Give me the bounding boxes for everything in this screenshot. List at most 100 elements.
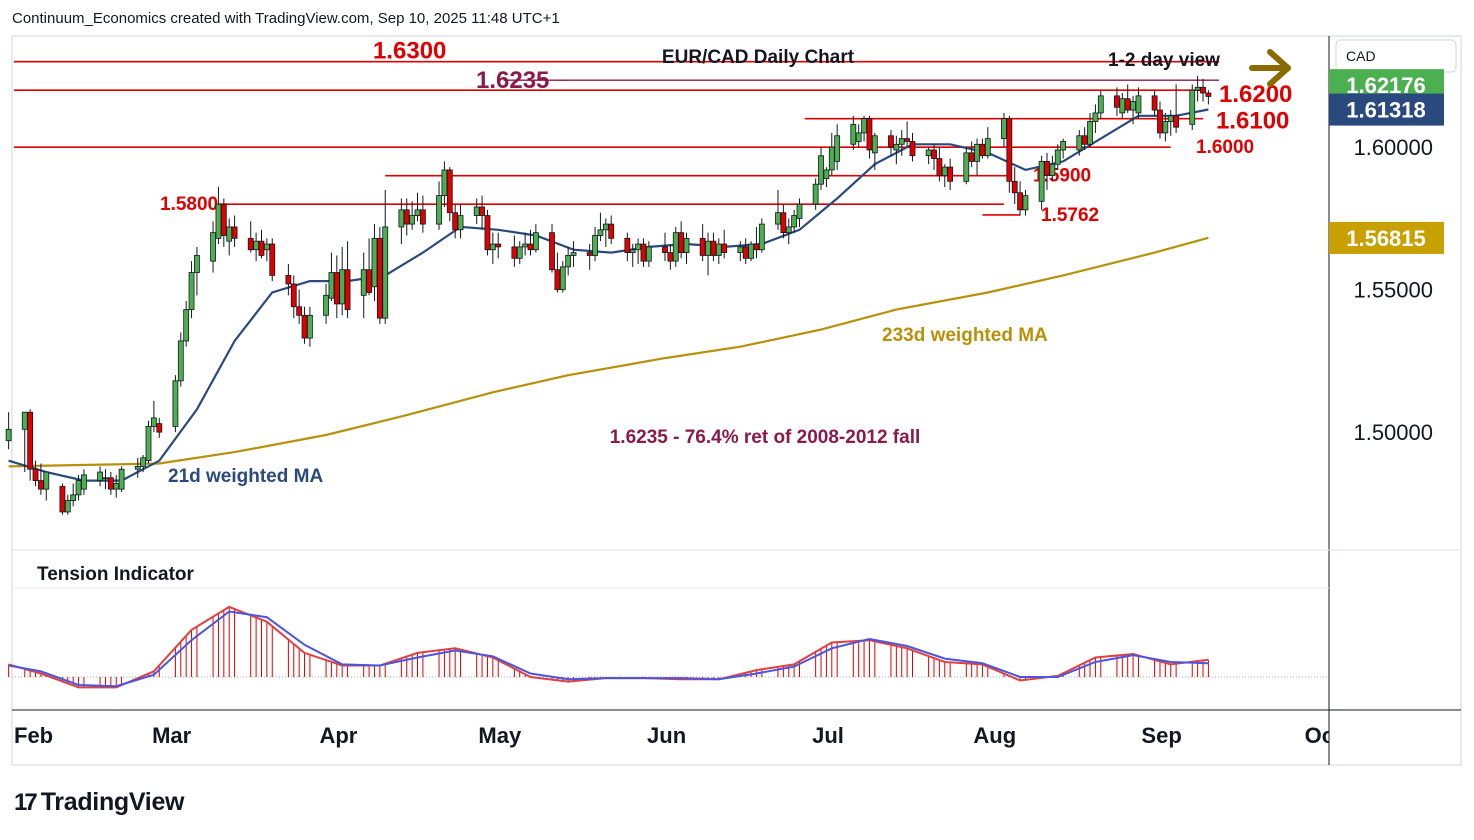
- candle-body-up: [597, 229, 604, 236]
- price-badge: 1.56815: [1329, 221, 1444, 254]
- candle-body-up: [522, 243, 529, 248]
- candle: [559, 261, 566, 293]
- candle: [473, 198, 480, 225]
- price-badge-label: 1.61318: [1346, 98, 1426, 123]
- candle-body-down: [269, 243, 276, 276]
- ma233-line: [8, 236, 1209, 468]
- candle-body-up: [758, 223, 765, 251]
- candle: [489, 232, 496, 264]
- candle-body-down: [290, 283, 297, 308]
- candle-body-down: [979, 143, 986, 157]
- candle-body-down: [624, 237, 631, 254]
- candle-body-up: [150, 417, 157, 427]
- candle-body-up: [70, 494, 77, 501]
- candle-body-up: [974, 143, 980, 162]
- candle-body-up: [737, 246, 744, 253]
- candle: [409, 201, 416, 230]
- candle-body-up: [818, 155, 824, 185]
- candle-body-down: [220, 203, 227, 236]
- candle: [984, 127, 991, 159]
- candle-body-down: [285, 274, 292, 285]
- candle: [64, 494, 71, 515]
- candle: [1135, 87, 1142, 119]
- candle: [1151, 90, 1158, 116]
- candle-body-up: [871, 135, 878, 154]
- arrow-right-icon: [1249, 49, 1291, 87]
- candle: [968, 141, 975, 168]
- candle-body-up: [489, 243, 496, 251]
- x-tick-label: Jun: [647, 723, 686, 748]
- candle-body-down: [1205, 92, 1212, 97]
- x-tick-label: Aug: [973, 723, 1016, 748]
- candle-body-up: [81, 474, 87, 490]
- candle-body-up: [812, 183, 819, 205]
- candle-body-up: [360, 269, 367, 296]
- chart-title: EUR/CAD Daily Chart: [662, 47, 855, 68]
- candle-body-up: [925, 149, 932, 157]
- candle-body-up: [134, 465, 141, 470]
- candle: [818, 147, 824, 190]
- candle: [909, 132, 916, 162]
- candle: [812, 178, 819, 210]
- candle-body-down: [27, 411, 34, 470]
- currency-box: CAD: [1335, 39, 1457, 73]
- candle: [662, 232, 668, 262]
- candle: [522, 232, 529, 256]
- candle: [1006, 115, 1013, 193]
- candle: [925, 147, 932, 165]
- candle: [339, 246, 346, 316]
- candle-body-up: [102, 477, 109, 480]
- tradingview-logo[interactable]: 17 TradingView: [14, 788, 185, 817]
- candle-body-down: [333, 272, 340, 305]
- candle: [791, 209, 798, 233]
- candle: [436, 181, 442, 230]
- candle-body-up: [715, 243, 722, 256]
- candle-body-down: [710, 240, 717, 256]
- candle-body-up: [1076, 135, 1083, 151]
- level-label: 1.5800: [160, 194, 218, 215]
- candle: [834, 124, 841, 170]
- candle: [118, 466, 125, 492]
- candle: [290, 275, 297, 319]
- candle: [699, 224, 706, 262]
- candle-body-down: [1114, 95, 1120, 108]
- candle: [38, 463, 44, 495]
- candle: [785, 218, 792, 245]
- candle-body-down: [936, 158, 943, 177]
- candle: [145, 420, 152, 464]
- candle-body-up: [382, 226, 389, 319]
- candle-body-down: [247, 237, 254, 251]
- candle-body-up: [457, 215, 464, 231]
- chart-credit: Continuum_Economics created with Trading…: [12, 10, 560, 27]
- candle-body-up: [1087, 121, 1093, 145]
- candle: [608, 215, 615, 245]
- candle: [43, 471, 50, 501]
- candle-body-up: [1189, 89, 1196, 125]
- candle: [1087, 112, 1093, 148]
- candle: [296, 289, 303, 324]
- candle: [263, 238, 270, 262]
- price-badge-label: 1.56815: [1346, 226, 1426, 251]
- candle: [59, 483, 66, 515]
- candle-body-up: [1194, 86, 1201, 91]
- candle-body-down: [511, 246, 518, 259]
- candle: [1092, 104, 1099, 133]
- candle: [183, 301, 190, 347]
- candle: [97, 466, 103, 487]
- candle-body-down: [231, 226, 238, 239]
- candle-body-down: [1017, 192, 1023, 211]
- candle: [328, 252, 335, 302]
- candle-body-up: [565, 255, 572, 268]
- candle: [828, 132, 835, 176]
- tradingview-mark-icon: 17: [14, 788, 38, 816]
- price-badge-bg: [1329, 93, 1444, 126]
- candle: [532, 224, 539, 253]
- candle-body-up: [532, 232, 539, 251]
- candle-body-down: [699, 237, 706, 256]
- candle: [963, 147, 970, 185]
- level-label: 1.6000: [1196, 137, 1254, 158]
- candle-body-up: [473, 206, 480, 216]
- candle: [866, 115, 873, 159]
- candle: [70, 483, 77, 507]
- candle: [554, 252, 561, 293]
